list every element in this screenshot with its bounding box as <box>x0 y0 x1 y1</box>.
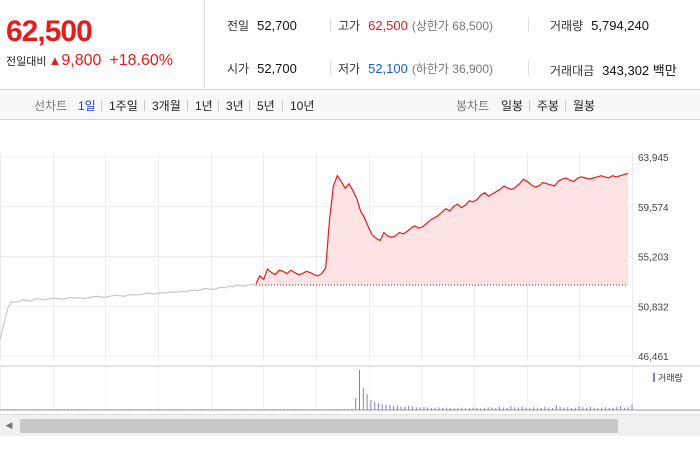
period-3month[interactable]: 3개월 <box>152 99 181 113</box>
grid <box>0 153 700 411</box>
price-box: 62,500 전일대비 ▲9,800 +18.60% <box>0 0 205 90</box>
scroll-thumb[interactable] <box>20 419 618 433</box>
period-5year[interactable]: 5년 <box>257 99 275 113</box>
stat-label: 고가 <box>338 19 361 33</box>
y-tick-label: 50,832 <box>638 302 669 313</box>
stat-label: 저가 <box>338 62 361 76</box>
candle-monthly[interactable]: 월봉 <box>573 99 596 113</box>
divider <box>528 61 529 75</box>
y-axis-ticks: 63,945 59,574 55,203 50,832 46,461 <box>638 153 669 363</box>
volume-chart: 거래량 <box>0 370 683 410</box>
stat-value: 52,700 <box>257 61 297 76</box>
stat-lower-limit: (하한가 36,900) <box>411 62 494 76</box>
chart-scrollbar[interactable]: ◀ <box>0 414 700 436</box>
stat-volume: 거래량 5,794,240 <box>550 17 649 34</box>
divider <box>330 18 331 32</box>
stat-open: 시가 52,700 <box>227 60 297 77</box>
change-label: 전일대비 <box>6 56 47 68</box>
divider <box>144 100 145 111</box>
divider <box>330 61 331 75</box>
stat-value: 62,500 <box>368 18 408 33</box>
change-rate: +18.60% <box>109 52 174 69</box>
divider <box>101 100 102 111</box>
y-tick-label: 59,574 <box>638 203 669 214</box>
up-triangle-icon: ▲ <box>48 53 62 68</box>
stat-low: 저가 52,100 (하한가 36,900) <box>338 60 493 77</box>
stat-value: 343,302 백만 <box>602 63 677 78</box>
stat-label: 전일 <box>227 19 250 33</box>
divider <box>218 100 219 111</box>
period-1day[interactable]: 1일 <box>78 99 96 113</box>
change-row: 전일대비 ▲9,800 +18.60% <box>6 52 173 70</box>
price-area-fill <box>255 173 629 285</box>
stat-amount: 거래대금 343,302 백만 <box>550 60 677 79</box>
price-chart: 63,945 59,574 55,203 50,832 46,461 거래량 <box>0 153 700 411</box>
divider <box>529 100 530 111</box>
candle-chart-label: 봉차트 <box>456 99 490 113</box>
current-price: 62,500 <box>6 15 93 48</box>
scroll-left-icon[interactable]: ◀ <box>5 421 13 431</box>
stat-value: 52,700 <box>257 18 297 33</box>
volume-legend-swatch <box>653 373 655 382</box>
candle-daily[interactable]: 일봉 <box>501 99 524 113</box>
period-10year[interactable]: 10년 <box>290 99 315 113</box>
period-1year[interactable]: 1년 <box>195 99 213 113</box>
volume-legend-label: 거래량 <box>658 372 683 384</box>
today-area-fill <box>255 173 629 285</box>
candle-weekly[interactable]: 주봉 <box>537 99 560 113</box>
stat-value: 52,100 <box>368 61 408 76</box>
divider <box>528 18 529 32</box>
y-tick-label: 55,203 <box>638 253 669 264</box>
divider <box>282 100 283 111</box>
today-price-line <box>255 172 629 285</box>
previous-session-line <box>0 283 257 340</box>
stat-label: 거래량 <box>550 19 584 33</box>
period-3year[interactable]: 3년 <box>226 99 244 113</box>
divider <box>565 100 566 111</box>
period-1week[interactable]: 1주일 <box>109 99 138 113</box>
divider <box>249 100 250 111</box>
line-chart-label: 선차트 <box>34 99 68 113</box>
stat-upper-limit: (상한가 68,500) <box>411 19 494 33</box>
change-amount: 9,800 <box>61 52 102 69</box>
y-tick-label: 46,461 <box>638 352 669 363</box>
stat-label: 시가 <box>227 62 250 76</box>
price-lines <box>0 172 629 340</box>
stat-value: 5,794,240 <box>591 18 649 33</box>
price-summary: 62,500 전일대비 ▲9,800 +18.60% 전일 52,700 고가 62,5… <box>0 0 700 90</box>
stat-label: 거래대금 <box>550 64 595 78</box>
divider <box>187 100 188 111</box>
period-bar: 선차트 1일 1주일 3개월 1년 3년 5년 10년 봉차트 일봉 주봉 월봉 <box>0 90 700 120</box>
stat-high: 고가 62,500 (상한가 68,500) <box>338 17 493 34</box>
stat-prev-close: 전일 52,700 <box>227 17 297 34</box>
y-tick-label: 63,945 <box>638 153 669 164</box>
